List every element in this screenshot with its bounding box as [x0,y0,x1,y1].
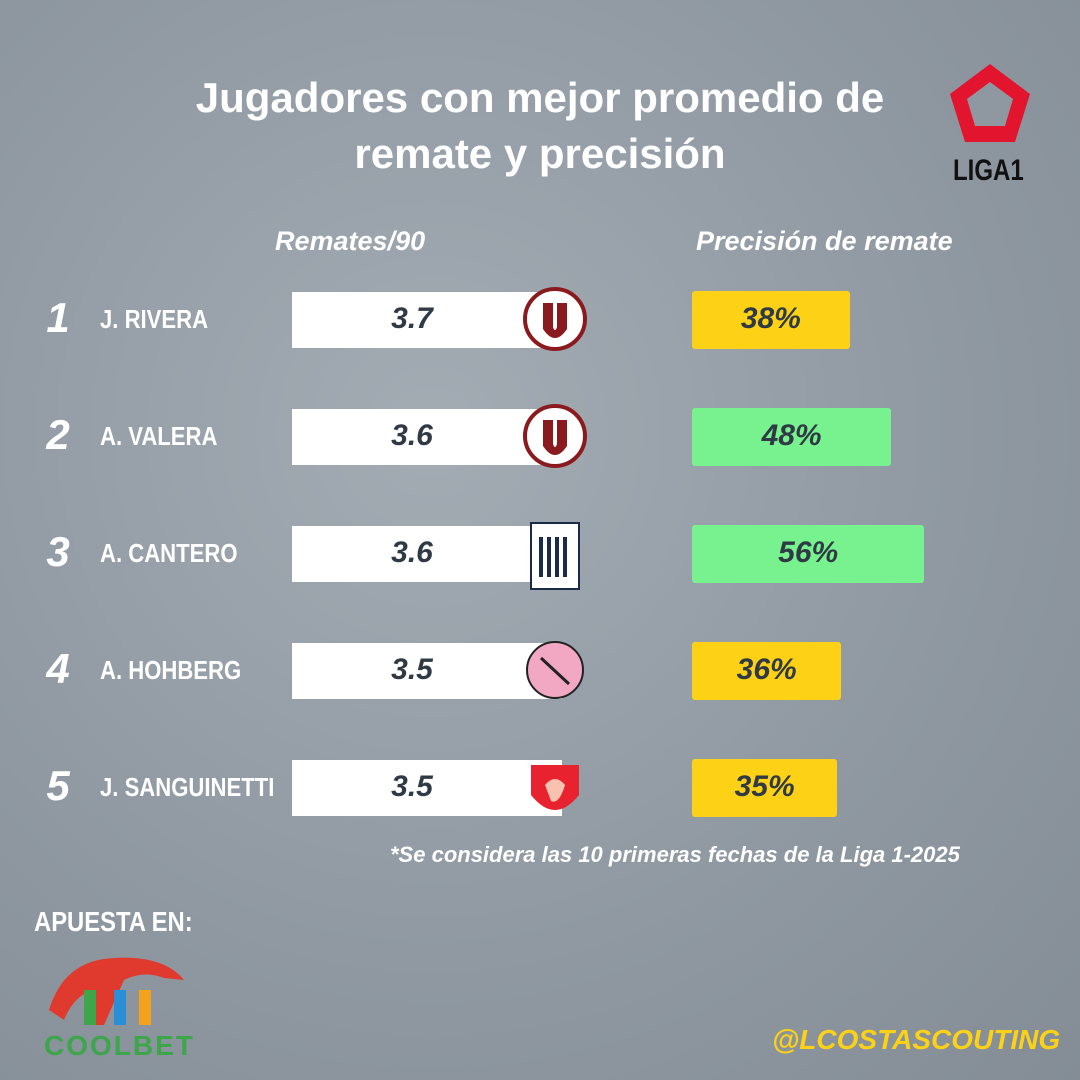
column-header: Remates/90 [275,226,426,256]
team-logo [523,287,587,351]
accuracy-label: 48% [761,419,822,452]
handle: @LCOSTASCOUTING [772,1024,1061,1055]
title: Jugadores con mejor promedio de remate y… [195,74,885,177]
rank: 2 [46,411,70,458]
accuracy-label: 38% [740,302,801,335]
player-name: A. CANTERO [100,538,238,568]
sponsor-label: APUESTA EN: [34,906,193,937]
shots-value: 3.5 [391,653,433,686]
accuracy-bar [692,291,850,349]
footnote: *Se considera las 10 primeras fechas de … [390,842,960,867]
team-logo [531,765,579,810]
team-logo [526,641,584,699]
team-logo [523,404,587,468]
shots-value: 3.6 [391,536,433,569]
player-name: J. RIVERA [100,304,209,334]
shots-value: 3.5 [391,770,433,803]
league-logo-text: LIGA1 [953,154,1024,187]
accuracy-bar [692,642,842,700]
shots-value: 3.7 [391,302,433,335]
rank: 4 [46,645,70,692]
column-header: Precisión de remate [696,226,953,256]
player-name: J. SANGUINETTI [100,772,275,802]
rank: 5 [46,762,70,809]
rank: 1 [46,294,70,341]
value-box [292,643,562,699]
player-name: A. VALERA [100,421,218,451]
accuracy-bar [692,525,925,583]
sponsor-logo [49,957,184,1025]
league-logo [950,64,1030,142]
value-box [292,409,562,465]
accuracy-bar [692,408,892,466]
value-box [292,526,562,582]
shots-value: 3.6 [391,419,433,452]
player-name: A. HOHBERG [100,655,242,685]
accuracy-label: 35% [734,770,795,803]
accuracy-bar [692,759,838,817]
rank: 3 [46,528,70,575]
team-logo [530,522,580,590]
sponsor: COOLBET [44,1030,195,1061]
value-box [292,292,562,348]
value-box [292,760,562,816]
accuracy-label: 36% [736,653,797,686]
accuracy-label: 56% [778,536,839,569]
